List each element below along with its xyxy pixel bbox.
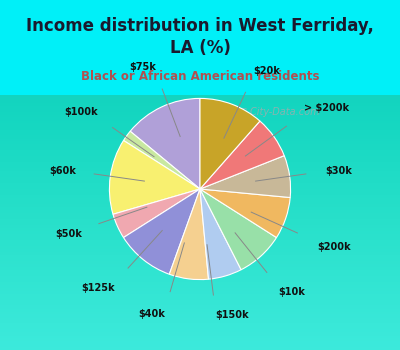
Wedge shape [124, 131, 200, 189]
Wedge shape [200, 121, 284, 189]
Text: $40k: $40k [138, 309, 165, 319]
Text: $75k: $75k [129, 62, 156, 72]
Text: > $200k: > $200k [304, 103, 349, 113]
Wedge shape [169, 189, 208, 280]
Text: $60k: $60k [49, 166, 76, 176]
Text: $100k: $100k [64, 107, 98, 117]
Text: Black or African American residents: Black or African American residents [81, 70, 319, 83]
Text: $50k: $50k [55, 230, 82, 239]
Wedge shape [200, 98, 260, 189]
Wedge shape [200, 189, 290, 238]
Wedge shape [200, 189, 276, 270]
Text: $125k: $125k [81, 283, 115, 293]
Text: $30k: $30k [326, 166, 352, 176]
Text: ⓘ City-Data.com: ⓘ City-Data.com [241, 107, 319, 117]
Wedge shape [113, 189, 200, 238]
Wedge shape [110, 140, 200, 214]
Wedge shape [200, 156, 290, 197]
Text: $10k: $10k [278, 287, 305, 296]
Wedge shape [124, 189, 200, 274]
Text: $200k: $200k [317, 242, 351, 252]
Text: $150k: $150k [215, 310, 249, 320]
Text: $20k: $20k [253, 66, 280, 76]
Wedge shape [130, 98, 200, 189]
Text: Income distribution in West Ferriday,
LA (%): Income distribution in West Ferriday, LA… [26, 17, 374, 57]
Wedge shape [200, 189, 241, 279]
